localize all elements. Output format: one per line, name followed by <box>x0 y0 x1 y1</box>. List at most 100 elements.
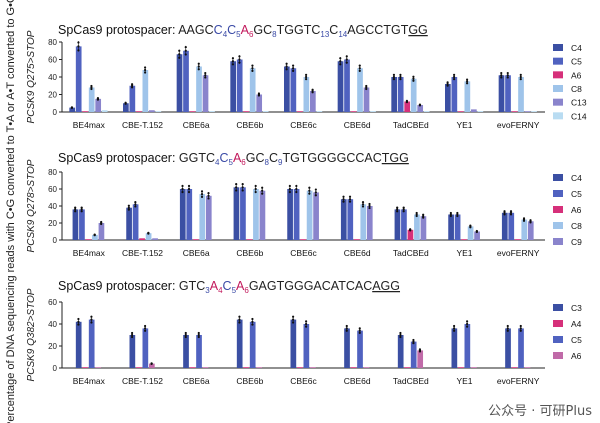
bar-C4 <box>340 199 347 240</box>
bar-C5 <box>196 335 202 368</box>
bar-C4 <box>448 214 454 240</box>
bar-C8 <box>521 219 528 240</box>
sequence-segment: GG <box>408 23 427 37</box>
bar-A6 <box>404 101 411 112</box>
sequence-segment: 4 <box>223 30 228 39</box>
sequence-segment: 3 <box>205 286 210 295</box>
category-label: CBE6d <box>344 248 371 258</box>
category-label: CBE6c <box>290 120 317 130</box>
bar-C13 <box>256 94 263 112</box>
bar-C5 <box>454 214 461 240</box>
bar-C3 <box>505 328 511 368</box>
bar-C14 <box>316 111 323 112</box>
category-label: CBE6a <box>183 248 210 258</box>
bar-C5 <box>183 50 189 112</box>
y-tick-label: 40 <box>48 320 57 329</box>
bar-A6 <box>243 111 250 112</box>
bar-C5 <box>303 324 310 368</box>
legend-swatch <box>553 112 563 120</box>
bar-C5 <box>357 330 363 368</box>
bar-C5 <box>464 324 471 368</box>
bar-A4 <box>511 367 518 368</box>
sequence-segment: AAGC <box>178 23 213 37</box>
sequence-segment: 5 <box>236 30 241 39</box>
bar-A4 <box>404 367 411 368</box>
bar-C8 <box>92 234 98 240</box>
legend-swatch <box>553 238 563 245</box>
sequence-segment: TGGTC <box>277 23 321 37</box>
legend-label: A6 <box>571 205 582 215</box>
category-label: YE1 <box>456 248 472 258</box>
category-label: TadCBEd <box>393 120 429 130</box>
legend-swatch <box>553 44 563 51</box>
y-tick-label: 40 <box>48 73 57 82</box>
legend-swatch <box>553 71 563 79</box>
sequence-segment: 14 <box>338 30 347 39</box>
bar-C4 <box>72 209 79 240</box>
bar-C5 <box>505 75 511 112</box>
sequence-segment: 4 <box>215 158 220 167</box>
category-label: YE1 <box>456 376 472 386</box>
chart-panel-2: SpCas9 protospacer: GGTC4C5A6GC8C9TGTGGG… <box>26 151 582 258</box>
bar-C13 <box>310 91 316 112</box>
y-tick-label: 20 <box>48 91 57 100</box>
bar-A6 <box>192 239 199 240</box>
bar-C5 <box>401 209 407 240</box>
y-tick-label: 0 <box>53 108 58 117</box>
bar-C9 <box>366 206 373 240</box>
bar-C8 <box>249 68 256 112</box>
title-prefix: SpCas9 protospacer: <box>58 151 179 165</box>
bar-C13 <box>149 110 155 112</box>
sequence-segment: C <box>227 23 236 37</box>
legend-swatch <box>553 85 563 92</box>
sequence-segment: A <box>236 279 245 293</box>
y-tick-label: 0 <box>53 236 58 245</box>
chart-title: SpCas9 protospacer: GGTC4C5A6GC8C9TGTGGG… <box>58 151 409 167</box>
bar-C5 <box>75 46 82 112</box>
sequence-segment: 6 <box>249 30 254 39</box>
category-label: CBE6d <box>344 120 371 130</box>
bar-C8 <box>467 226 474 240</box>
legend-label: C9 <box>571 237 582 247</box>
category-label: TadCBEd <box>393 248 429 258</box>
bar-C8 <box>253 189 259 240</box>
chart-panel-3: SpCas9 protospacer: GTC3A4C5A6GAGTGGGACA… <box>26 279 582 386</box>
bar-C8 <box>464 81 471 112</box>
bar-A6 <box>136 111 142 112</box>
bar-C13 <box>95 98 102 112</box>
bar-C5 <box>142 328 149 368</box>
bar-C5 <box>410 341 417 368</box>
bar-C4 <box>69 107 76 112</box>
bar-C9 <box>313 192 319 240</box>
bar-C5 <box>236 59 243 112</box>
bar-C4 <box>179 189 186 240</box>
bar-C14 <box>155 111 162 112</box>
sequence-segment: AGG <box>372 279 400 293</box>
watermark: 公众号 · 可研Plus <box>488 404 592 419</box>
y-tick-label: 60 <box>48 56 57 65</box>
legend-label: C13 <box>571 98 587 108</box>
bar-C9 <box>527 221 534 240</box>
bar-C5 <box>397 77 404 112</box>
sequence-segment: 4 <box>218 286 223 295</box>
bar-A6 <box>407 229 414 240</box>
bar-A4 <box>243 367 250 368</box>
bar-C4 <box>126 207 132 240</box>
sequence-segment: A <box>233 151 242 165</box>
sequence-segment: GC <box>253 23 272 37</box>
bar-C3 <box>183 335 189 368</box>
bar-C8 <box>306 190 313 240</box>
bar-C14 <box>370 111 376 112</box>
bar-A4 <box>136 367 142 368</box>
category-label: CBE6b <box>236 376 263 386</box>
bar-C5 <box>518 328 524 368</box>
category-label: BE4max <box>73 376 106 386</box>
sequence-segment: GC <box>246 151 265 165</box>
bar-C8 <box>196 66 202 112</box>
bar-A6 <box>189 111 196 112</box>
bar-A6 <box>139 238 145 240</box>
bar-A6 <box>256 367 263 368</box>
bar-C3 <box>75 321 82 368</box>
bar-C9 <box>98 223 105 240</box>
bar-C4 <box>284 66 290 112</box>
